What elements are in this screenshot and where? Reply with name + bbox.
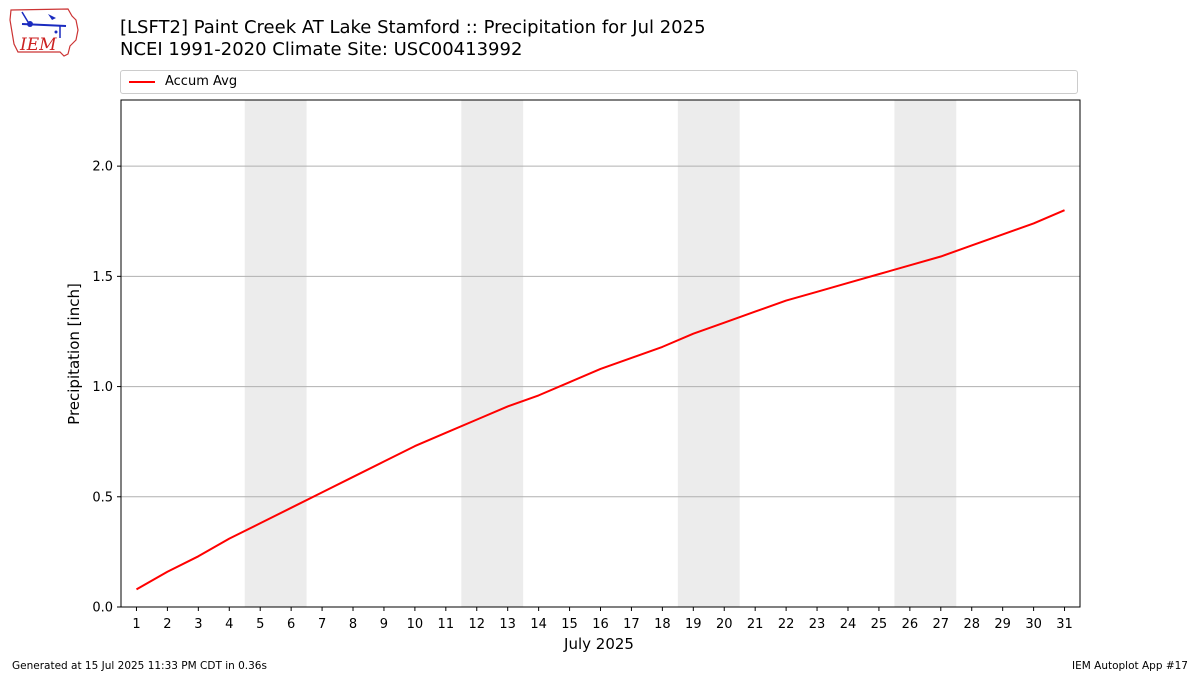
x-tick-label: 14 [530,617,547,632]
x-tick-label: 9 [380,617,388,632]
x-tick-label: 30 [1025,617,1042,632]
weekend-bands [244,100,957,607]
series-layer [135,209,1065,591]
weekend-band-4 [894,100,957,607]
x-tick-label: 15 [561,617,578,632]
legend-label-accum-avg: Accum Avg [165,74,238,89]
x-tick-label: 4 [225,617,233,632]
x-tick-label: 26 [902,617,919,632]
x-tick-label: 25 [871,617,888,632]
chart-title: [LSFT2] Paint Creek AT Lake Stamford :: … [120,17,706,61]
x-tick-label: 28 [963,617,980,632]
x-tick-label: 17 [623,617,640,632]
x-tick-label: 20 [716,617,733,632]
x-tick-label: 18 [654,617,671,632]
y-tick-label: 2.0 [92,160,113,175]
y-tick-label: 1.5 [92,270,113,285]
y-tick-label: 0.0 [92,601,113,616]
title-line-1: [LSFT2] Paint Creek AT Lake Stamford :: … [120,17,706,38]
x-tick-label: 23 [809,617,826,632]
x-tick-label: 27 [933,617,950,632]
weekend-band-1 [244,100,307,607]
x-tick-label: 5 [256,617,264,632]
y-axis-ticks: 0.0 0.5 1.0 1.5 2.0 [92,160,121,616]
legend: Accum Avg [120,70,1078,94]
x-tick-label: 7 [318,617,326,632]
x-tick-label: 11 [438,617,455,632]
x-tick-label: 29 [994,617,1011,632]
title-line-2: NCEI 1991-2020 Climate Site: USC00413992 [120,39,523,60]
x-tick-label: 24 [840,617,857,632]
x-tick-label: 19 [685,617,702,632]
x-tick-label: 22 [778,617,795,632]
x-tick-label: 8 [349,617,357,632]
x-tick-label: 1 [132,617,140,632]
legend-swatch-accum-avg [129,81,155,83]
y-tick-label: 0.5 [92,490,113,505]
x-axis-label: July 2025 [563,635,634,653]
iem-logo: IEM [9,8,79,57]
x-tick-label: 3 [194,617,202,632]
footer-generated: Generated at 15 Jul 2025 11:33 PM CDT in… [12,660,267,672]
logo-text: IEM [19,35,57,55]
x-tick-label: 21 [747,617,764,632]
x-tick-label: 6 [287,617,295,632]
x-tick-label: 16 [592,617,609,632]
x-tick-label: 13 [499,617,516,632]
x-tick-label: 2 [163,617,171,632]
x-tick-label: 31 [1056,617,1073,632]
x-tick-label: 12 [468,617,485,632]
weekend-band-3 [677,100,740,607]
y-tick-label: 1.0 [92,380,113,395]
footer-app: IEM Autoplot App #17 [1072,660,1188,672]
series-line-accum-avg [135,209,1065,591]
y-axis-label: Precipitation [inch] [65,283,83,425]
x-axis-ticks: 1 2 3 4 5 6 7 8 9 10 11 12 13 14 15 16 17 18 19 20 21 22 23 24 2… [132,607,1073,632]
x-tick-label: 10 [407,617,424,632]
grid-lines [121,165,1080,498]
weekend-band-2 [461,100,524,607]
